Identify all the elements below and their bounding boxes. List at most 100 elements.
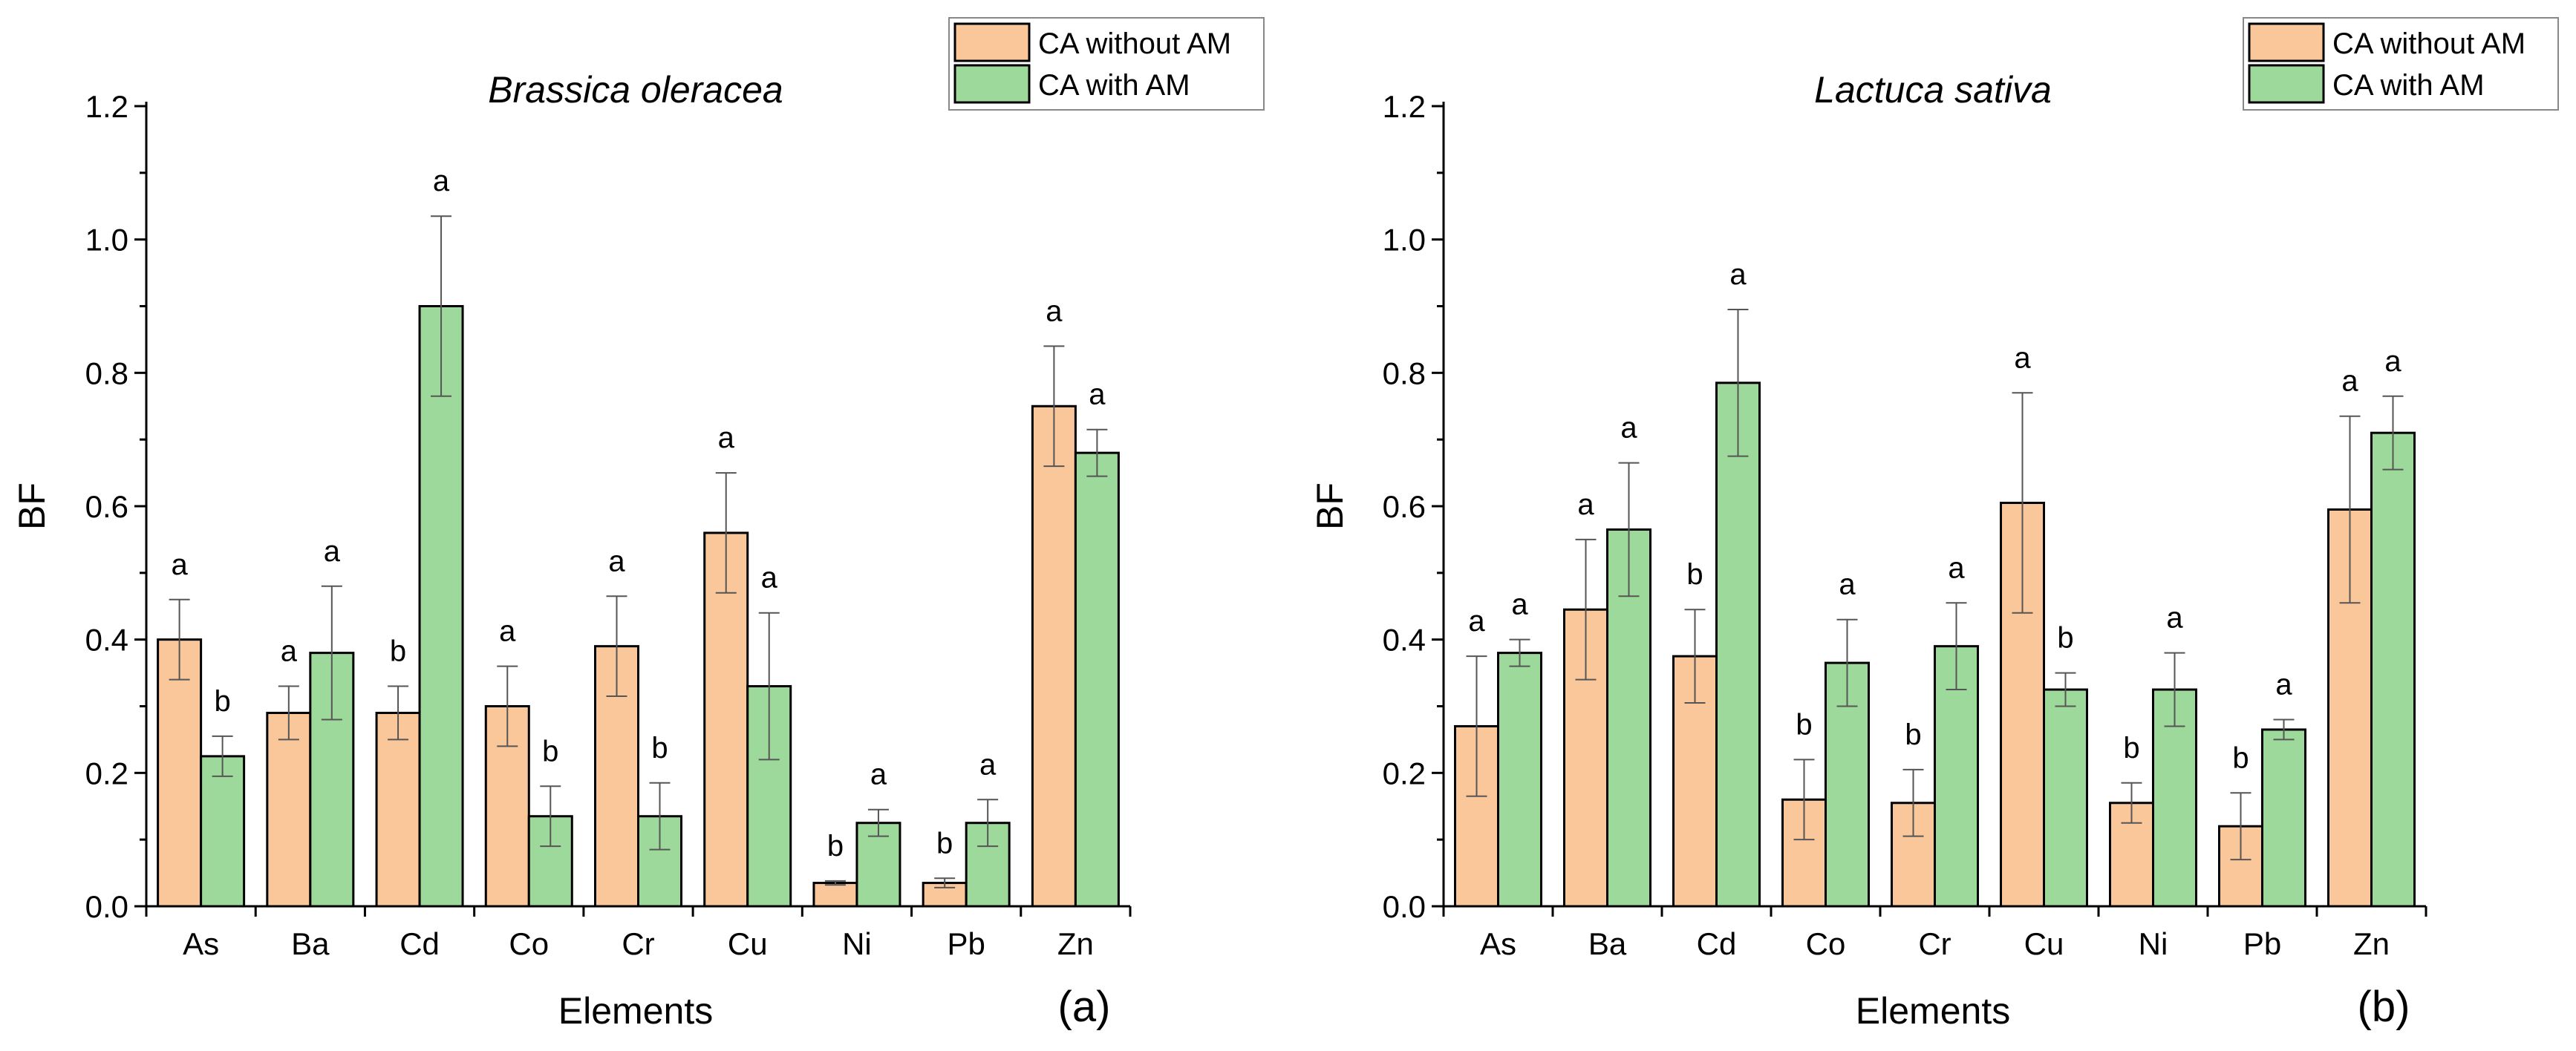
x-tick-label-zn: Zn [2353,926,2390,961]
x-tick-label-zn: Zn [1057,926,1094,961]
significance-letter: b [1796,708,1812,741]
y-tick-label: 0.4 [85,623,128,658]
significance-letter: a [324,535,341,568]
legend-label-2: CA with AM [2332,69,2485,102]
legend-swatch-1 [2248,22,2325,62]
significance-letter: b [1905,718,1921,751]
significance-letter: a [2384,345,2401,378]
y-tick-label: 0.0 [85,889,128,924]
legend-label-2: CA with AM [1038,69,1190,102]
y-axis-label: BF [1309,482,1351,530]
significance-letter: a [2166,602,2183,635]
bar-ba-series-1 [266,711,312,908]
significance-letter: a [1046,295,1063,327]
significance-letter: b [936,827,953,860]
bar-cd-series-2 [1715,382,1761,908]
bar-as-series-2 [200,755,246,908]
significance-letter: a [1620,412,1637,445]
significance-letter: a [1468,605,1485,638]
x-tick-label-cd: Cd [400,926,440,961]
significance-letter: b [542,735,558,767]
x-tick-label-ni: Ni [2139,926,2168,961]
significance-letter: b [214,685,230,718]
y-tick-label: 1.0 [1383,223,1426,258]
chart-title: Brassica oleracea [488,69,783,111]
significance-letter: b [1686,558,1703,591]
significance-letter: b [651,732,668,764]
bar-zn-series-1 [1031,405,1077,908]
bar-cd-series-1 [375,711,421,908]
significance-letter: b [827,830,844,862]
chart-panel-a: Brassica oleracea a a b a a a b b a b a a b b a a a a 0.0 0.… [11,17,1265,1032]
significance-letter: a [1729,258,1747,291]
legend-label-1: CA without AM [2332,27,2526,60]
x-axis-label: Elements [1856,990,2010,1032]
x-tick-label-ba: Ba [291,926,330,961]
bar-zn-series-2 [1074,451,1120,908]
significance-letter: a [2014,341,2031,374]
x-tick-label-ni: Ni [842,926,872,961]
significance-letter: b [2057,622,2073,655]
significance-letter: a [499,615,516,648]
x-tick-label-cr: Cr [1918,926,1951,961]
significance-letter: a [1511,589,1528,621]
x-tick-label-cd: Cd [1697,926,1737,961]
legend-swatch-2 [2248,64,2325,104]
x-tick-label-co: Co [1806,926,1846,961]
significance-letter: a [1577,488,1594,521]
chart-title: Lactuca sativa [1814,69,2052,111]
significance-letter: a [2275,668,2292,701]
significance-letter: b [2123,732,2139,764]
bar-pb-series-2 [2261,728,2306,908]
y-tick-label: 0.4 [1383,623,1426,658]
y-tick-label: 0.0 [1383,889,1426,924]
significance-letter: a [761,562,778,595]
legend-swatch-2 [953,64,1031,104]
y-tick-label: 0.6 [85,489,128,524]
bar-as-series-2 [1497,652,1542,908]
bar-cd-series-2 [418,305,464,908]
y-tick-label: 0.2 [85,756,128,790]
y-tick-label: 0.2 [1383,756,1426,790]
x-tick-label-pb: Pb [2243,926,2281,961]
bar-cu-series-2 [2043,688,2088,908]
significance-letter: b [2232,741,2249,774]
significance-letter: a [171,549,188,581]
x-tick-label-cu: Cu [728,926,768,961]
significance-letter: a [1948,551,1965,584]
significance-letter: a [1089,379,1106,411]
bar-zn-series-2 [2370,431,2416,908]
significance-letter: a [608,545,625,577]
y-tick-label: 1.0 [85,223,128,258]
y-tick-label: 1.2 [1383,89,1426,124]
legend-label-1: CA without AM [1038,27,1231,60]
bar-cu-series-1 [703,531,749,908]
significance-letter: a [870,759,887,791]
y-tick-label: 1.2 [85,89,128,124]
y-tick-label: 0.8 [85,356,128,390]
x-tick-label-co: Co [509,926,549,961]
significance-letter: a [1839,569,1856,601]
significance-letter: a [433,165,450,197]
x-tick-label-pb: Pb [947,926,985,961]
x-tick-label-as: As [183,926,219,961]
y-tick-label: 0.6 [1383,489,1426,524]
y-tick-label: 0.8 [1383,356,1426,390]
significance-letter: a [2341,365,2358,398]
significance-letter: a [281,635,298,668]
x-tick-label-ba: Ba [1588,926,1627,961]
bar-as-series-1 [157,638,203,908]
significance-letter: b [390,635,406,668]
y-axis-label: BF [11,482,53,530]
x-tick-label-cu: Cu [2024,926,2064,961]
legend-swatch-1 [953,22,1031,62]
x-tick-label-as: As [1480,926,1516,961]
x-tick-label-cr: Cr [622,926,654,961]
bar-ni-series-1 [812,882,858,908]
significance-letter: a [979,748,997,781]
panel-label: (b) [2358,983,2410,1031]
panel-label: (a) [1058,983,1111,1031]
x-axis-label: Elements [558,990,713,1032]
